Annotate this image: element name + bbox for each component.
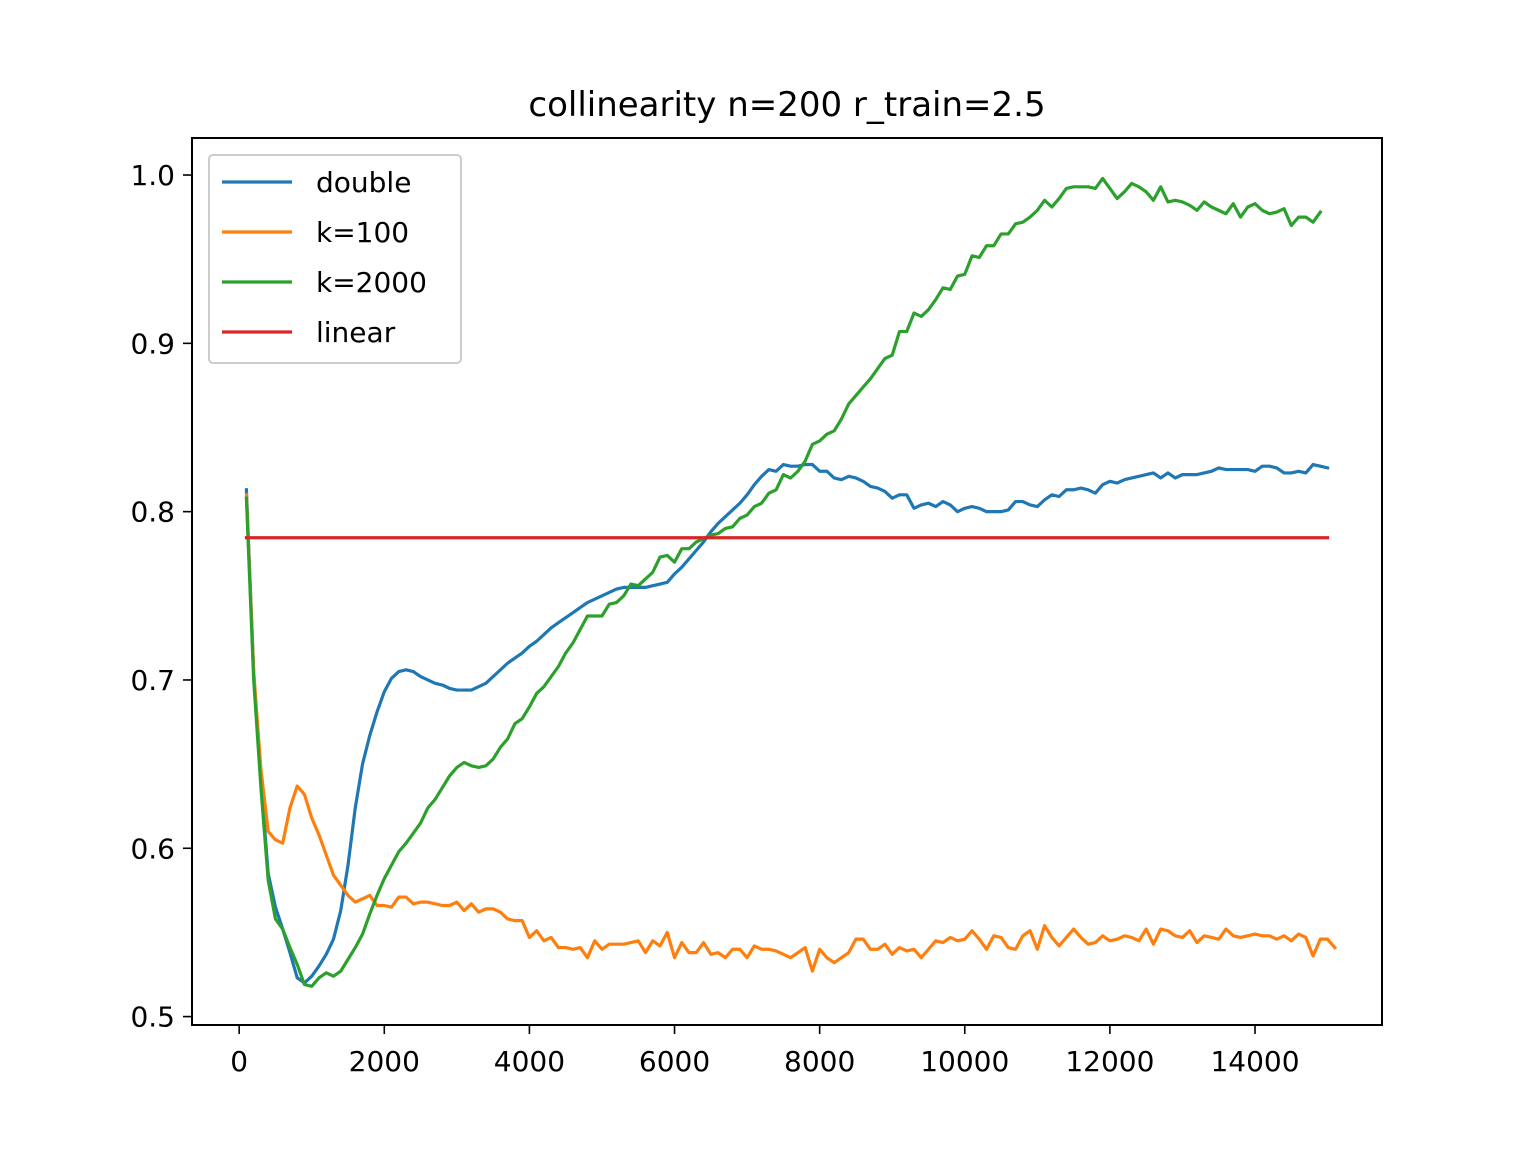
y-tick-label: 1.0	[130, 159, 175, 192]
legend-label: k=100	[316, 216, 409, 249]
y-tick-label: 0.7	[130, 664, 175, 697]
legend-box	[208, 154, 462, 364]
series-line-k-2000	[244, 176, 1323, 988]
x-tick-label: 12000	[1065, 1045, 1154, 1078]
x-axis: 0 2000 4000 6000 8000 10000 12000 14000	[230, 1025, 1300, 1078]
x-tick-label: 2000	[349, 1045, 420, 1078]
x-tick-label: 6000	[639, 1045, 710, 1078]
series-line-double	[244, 462, 1330, 985]
y-tick-label: 0.5	[130, 1001, 175, 1034]
y-tick-label: 0.6	[130, 832, 175, 865]
x-tick-label: 10000	[920, 1045, 1009, 1078]
y-tick-label: 0.8	[130, 496, 175, 529]
x-tick-label: 8000	[784, 1045, 855, 1078]
plot-frame	[191, 137, 1383, 1026]
plot-series	[244, 176, 1338, 988]
y-axis: 0.5 0.6 0.7 0.8 0.9 1.0	[130, 159, 192, 1034]
x-tick-label: 0	[230, 1045, 248, 1078]
legend-label: linear	[316, 316, 396, 349]
y-tick-label: 0.9	[130, 327, 175, 360]
series-line-k-100	[244, 493, 1338, 973]
legend-label: k=2000	[316, 266, 427, 299]
legend-label: double	[316, 166, 411, 199]
x-tick-label: 4000	[494, 1045, 565, 1078]
legend: double k=100 k=2000 linear	[208, 154, 462, 364]
chart-title: collinearity n=200 r_train=2.5	[528, 85, 1045, 125]
x-tick-label: 14000	[1210, 1045, 1299, 1078]
